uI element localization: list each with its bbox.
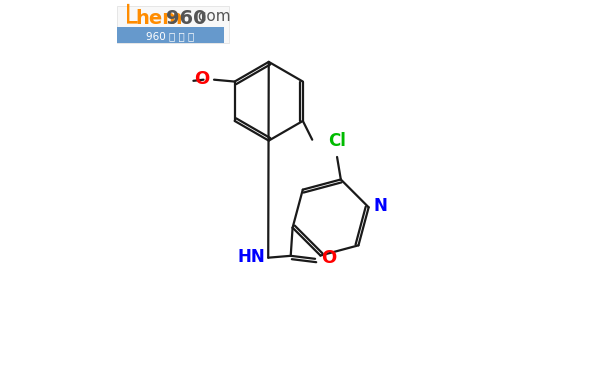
Text: 960 化 工 网: 960 化 工 网: [146, 32, 195, 41]
Text: 960: 960: [166, 9, 206, 28]
Bar: [117, 27, 224, 43]
Text: hem: hem: [136, 9, 183, 28]
Text: N: N: [373, 197, 387, 215]
Text: └: └: [120, 9, 138, 38]
Text: O: O: [194, 70, 209, 88]
Bar: [117, 6, 229, 43]
Text: Cl: Cl: [328, 132, 346, 150]
Text: HN: HN: [238, 248, 265, 266]
Text: O: O: [321, 249, 337, 267]
Text: .com: .com: [194, 9, 231, 24]
